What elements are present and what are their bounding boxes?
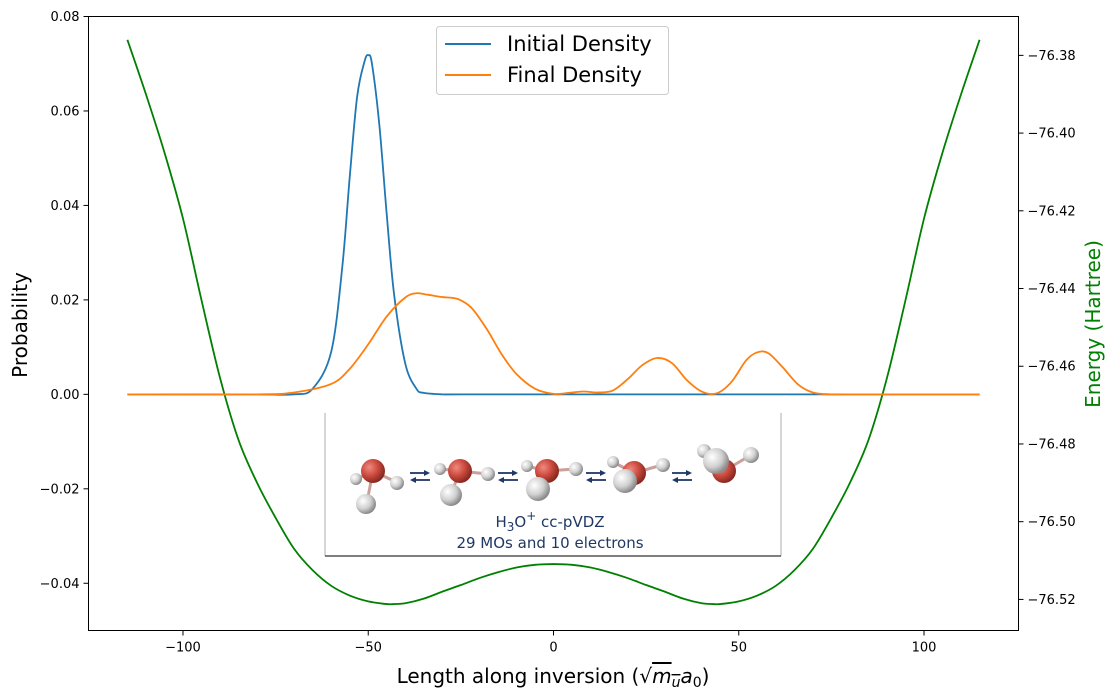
x-axis-label: Length along inversion (√mua0) <box>397 664 710 691</box>
legend-label-final: Final Density <box>507 63 642 87</box>
y2-tick-label: −76.40 <box>1028 127 1076 142</box>
series-energy-line <box>126 39 981 606</box>
y-axis-label: Probability <box>8 272 32 378</box>
x-tick-label: 0 <box>549 641 557 656</box>
equilibrium-arrow-4-icon <box>672 470 692 483</box>
y-tick-label: 0.02 <box>51 293 80 308</box>
x-tick-label: −50 <box>355 641 382 656</box>
molecule-5 <box>697 444 759 483</box>
legend: Initial Density Final Density <box>436 26 669 95</box>
series-layer <box>126 39 981 606</box>
y2-tick-label: −76.52 <box>1028 593 1076 608</box>
legend-box <box>436 26 669 95</box>
y2-tick-label: −76.50 <box>1028 515 1076 530</box>
x-tick-label: 100 <box>912 641 937 656</box>
equilibrium-arrow-2-icon <box>498 470 518 483</box>
legend-label-initial: Initial Density <box>507 32 652 56</box>
y2-tick-label: −76.44 <box>1028 282 1076 297</box>
y2-tick-label: −76.48 <box>1028 437 1076 452</box>
y-tick-label: −0.04 <box>40 577 80 592</box>
y-tick-label: −0.02 <box>40 482 80 497</box>
y-tick-label: 0.08 <box>51 10 80 25</box>
y-tick-label: 0.00 <box>51 388 80 403</box>
y2-axis-label: Energy (Hartree) <box>1081 240 1105 408</box>
equilibrium-arrow-1-icon <box>410 470 430 483</box>
ticks-layer: −100 −50 0 50 100 0.08 0.06 0.04 0.02 0.00 −0.02 −0… <box>40 10 1076 656</box>
equilibrium-arrows <box>410 470 692 483</box>
molecule-4 <box>607 456 670 493</box>
series-final-density-line <box>127 292 980 396</box>
inset-image: H3O+ cc-pVDZ 29 MOs and 10 electrons <box>324 413 782 557</box>
x-tick-label: −100 <box>165 641 201 656</box>
y2-tick-label: −76.38 <box>1028 49 1076 64</box>
y2-tick-label: −76.46 <box>1028 360 1076 375</box>
inset-caption: 29 MOs and 10 electrons <box>456 534 643 552</box>
x-tick-label: 50 <box>730 641 747 656</box>
molecule-3 <box>521 459 583 501</box>
y-tick-label: 0.06 <box>51 104 80 119</box>
molecule-2 <box>434 459 495 506</box>
series-initial-density-line <box>127 54 980 396</box>
molecule-1 <box>350 459 404 514</box>
y2-tick-label: −76.42 <box>1028 204 1076 219</box>
y-tick-label: 0.04 <box>51 199 80 214</box>
inset-formula: H3O+ cc-pVDZ <box>495 509 604 534</box>
equilibrium-arrow-3-icon <box>586 470 606 483</box>
